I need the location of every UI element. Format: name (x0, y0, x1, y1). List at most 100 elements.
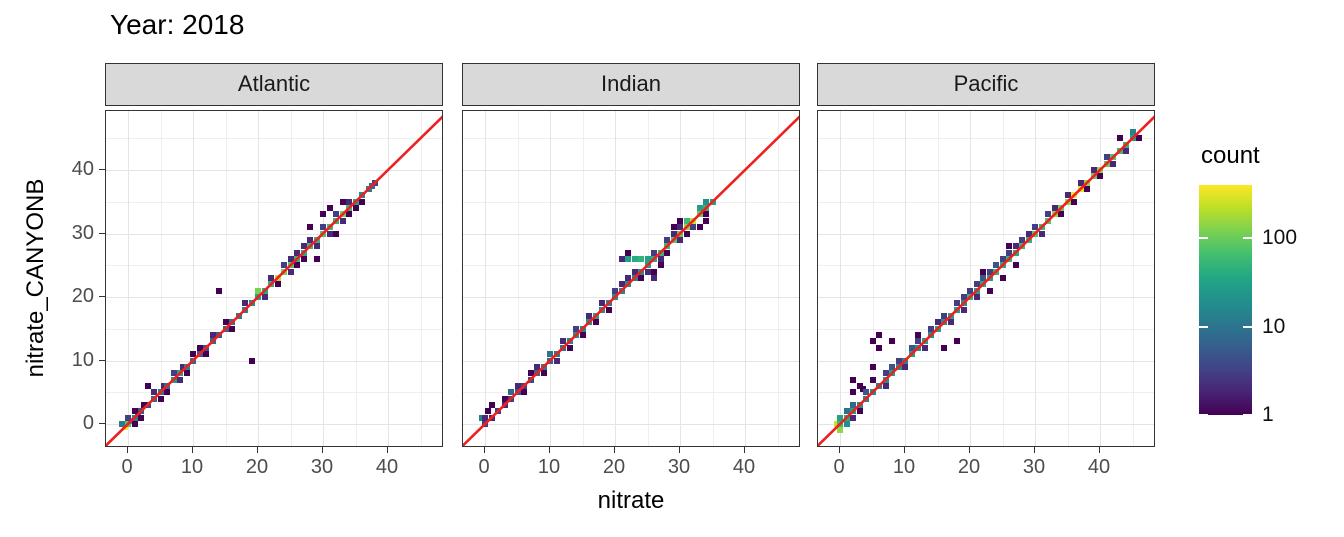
legend: count 100 10 1 (1199, 142, 1344, 452)
heatmap-bin (352, 205, 359, 212)
heatmap-bin (690, 224, 696, 231)
heatmap-bin (644, 255, 651, 262)
heatmap-bin (157, 395, 164, 402)
gridline-minor (106, 328, 442, 330)
heatmap-bin (876, 332, 882, 339)
gridline-major (818, 297, 1154, 298)
heatmap-bin (180, 363, 187, 370)
heatmap-bin (869, 363, 876, 370)
x-tick-label: 30 (310, 456, 334, 478)
heatmap-bin (980, 268, 986, 275)
heatmap-bin (501, 395, 508, 402)
x-tick-label: 40 (375, 456, 399, 478)
heatmap-bin (1012, 262, 1019, 269)
gridline-minor (463, 328, 799, 330)
heatmap-bin (307, 236, 313, 243)
gridline-minor (517, 111, 519, 446)
heatmap-bin (1038, 230, 1045, 237)
heatmap-bin (1006, 243, 1012, 250)
y-axis-tick (99, 232, 105, 234)
heatmap-bin (1077, 179, 1084, 186)
heatmap-bin (631, 268, 638, 275)
legend-tick (1243, 237, 1252, 240)
heatmap-bin (547, 351, 553, 358)
heatmap-bin (320, 211, 326, 218)
heatmap-bin (229, 325, 235, 332)
heatmap-bin (300, 243, 307, 250)
x-tick-label: 20 (245, 456, 269, 478)
heatmap-bin (934, 319, 941, 326)
heatmap-bin (941, 344, 947, 351)
heatmap-bin (294, 262, 300, 269)
gridline-minor (463, 392, 799, 394)
gridline-minor (463, 138, 799, 140)
facet-strip-pacific: Pacific (817, 63, 1155, 106)
heatmap-bin (703, 198, 709, 205)
heatmap-bin (882, 370, 889, 377)
heatmap-bin (125, 414, 131, 421)
gridline-minor (582, 111, 584, 446)
heatmap-bin (869, 338, 876, 345)
heatmap-bin (863, 389, 869, 396)
heatmap-bin (320, 224, 326, 231)
heatmap-bin (703, 217, 709, 224)
heatmap-bin (683, 230, 690, 237)
heatmap-bin (346, 198, 352, 205)
x-axis-tick (904, 447, 906, 453)
x-tick-label: 20 (602, 456, 626, 478)
heatmap-bin (287, 255, 294, 262)
gridline-major (323, 111, 324, 446)
heatmap-bin (540, 370, 547, 377)
x-axis-tick (192, 447, 194, 453)
heatmap-bin (869, 376, 876, 383)
heatmap-bin (1123, 147, 1129, 154)
heatmap-bin (287, 268, 294, 275)
heatmap-bin (856, 408, 863, 415)
heatmap-bin (307, 224, 313, 231)
heatmap-bin (141, 401, 148, 408)
y-axis-tick (99, 423, 105, 425)
heatmap-bin (599, 300, 605, 307)
heatmap-bin (138, 414, 144, 421)
heatmap-bin (131, 421, 138, 427)
heatmap-bin (657, 262, 664, 269)
heatmap-bin (986, 287, 993, 294)
gridline-major (193, 111, 194, 446)
heatmap-bin (359, 198, 365, 205)
heatmap-bin (144, 382, 151, 389)
heatmap-bin (696, 205, 703, 212)
heatmap-bin (833, 421, 840, 427)
heatmap-bin (631, 255, 638, 262)
heatmap-bin (339, 217, 346, 224)
gridline-minor (712, 111, 714, 446)
heatmap-bin (333, 211, 339, 218)
heatmap-bin (960, 306, 967, 313)
heatmap-bin (573, 325, 579, 332)
heatmap-bin (882, 382, 889, 389)
heatmap-bin (837, 427, 843, 434)
heatmap-bin (274, 281, 281, 288)
heatmap-bin (586, 313, 592, 320)
heatmap-bin (850, 401, 856, 408)
heatmap-bin (488, 401, 495, 408)
heatmap-bin (1006, 249, 1012, 256)
x-axis-tick (549, 447, 551, 453)
heatmap-bin (160, 382, 167, 389)
heatmap-bin (973, 281, 980, 288)
gridline-major (680, 111, 681, 446)
heatmap-bin (560, 338, 566, 345)
heatmap-bin (921, 344, 928, 351)
facet-strip-indian: Indian (462, 63, 800, 106)
gridline-minor (818, 265, 1154, 267)
heatmap-bin (1110, 160, 1116, 167)
gridline-major (1035, 111, 1036, 446)
x-axis-tick (679, 447, 681, 453)
gridline-major (106, 424, 442, 425)
gridline-major (818, 424, 1154, 425)
heatmap-bin (651, 274, 657, 281)
heatmap-bin (553, 357, 560, 364)
heatmap-bin (644, 268, 651, 275)
gridline-minor (106, 392, 442, 394)
y-axis-label: nitrate_CANYONB (22, 178, 49, 378)
heatmap-bin (638, 274, 644, 281)
